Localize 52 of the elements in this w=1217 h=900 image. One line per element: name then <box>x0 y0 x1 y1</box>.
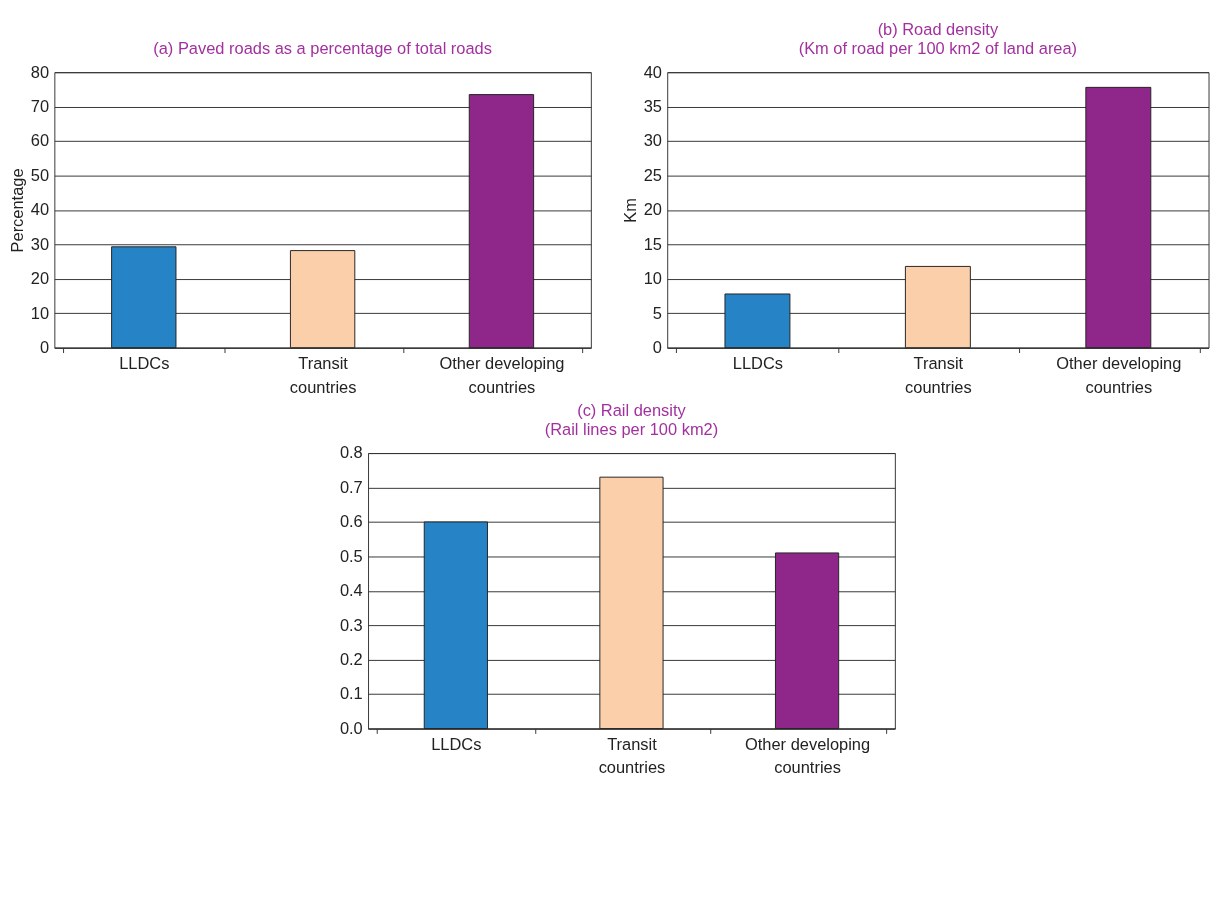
y-tick-label: 40 <box>30 200 50 219</box>
y-tick-label: 0.0 <box>339 718 363 737</box>
chart-subtitle: (Km of road per 100 km2 of land area) <box>798 38 1078 57</box>
x-tick-label: Other developing countries <box>745 735 871 777</box>
y-tick-label: 0.6 <box>339 512 363 531</box>
y-tick-label: 15 <box>643 234 662 253</box>
y-tick-label: 40 <box>643 62 662 81</box>
y-tick-label: 0.3 <box>339 615 363 634</box>
y-tick-label: 0 <box>39 338 50 357</box>
bar <box>289 250 356 349</box>
bar <box>468 94 535 349</box>
y-tick-label: 25 <box>643 165 662 184</box>
bar <box>904 265 971 349</box>
x-tick-label: Other developing countries <box>439 354 565 396</box>
y-tick-label: 30 <box>643 131 662 150</box>
x-tick-label: LLDCs <box>431 735 482 754</box>
y-tick-label: 60 <box>30 131 50 150</box>
y-tick-label: 30 <box>30 234 50 253</box>
bar <box>111 246 177 349</box>
x-tick-label: Transit countries <box>905 354 972 396</box>
y-tick-label: 20 <box>643 200 662 219</box>
y-tick-label: 35 <box>643 96 662 115</box>
y-tick-label: 0.7 <box>339 477 363 496</box>
y-tick-label: 70 <box>30 96 50 115</box>
chart-title: (b) Road density <box>877 20 999 39</box>
y-tick-label: 0 <box>652 338 662 357</box>
y-tick-label: 0.4 <box>339 581 363 600</box>
x-tick-label: LLDCs <box>732 354 784 373</box>
y-axis-title: Percentage <box>8 168 27 253</box>
y-tick-label: 0.5 <box>339 546 363 565</box>
bar <box>599 476 664 730</box>
y-tick-label: 5 <box>652 303 662 322</box>
chart-title: (c) Rail density <box>577 401 687 420</box>
chart-subtitle: (Rail lines per 100 km2) <box>544 419 719 438</box>
y-tick-label: 10 <box>643 269 662 288</box>
bar <box>423 521 488 730</box>
y-tick-label: 0.8 <box>339 443 363 462</box>
bar <box>774 552 840 730</box>
y-tick-label: 0.1 <box>339 684 363 703</box>
chart-title: (a) Paved roads as a percentage of total roads <box>153 38 492 57</box>
x-tick-label: Transit countries <box>289 354 357 396</box>
y-tick-label: 0.2 <box>339 650 363 668</box>
y-tick-label: 50 <box>30 165 50 184</box>
y-tick-label: 10 <box>30 303 50 322</box>
x-tick-label: Other developing countries <box>1056 354 1182 396</box>
y-axis-title: Km <box>620 198 639 223</box>
x-tick-label: Transit countries <box>598 735 666 777</box>
x-tick-label: LLDCs <box>119 354 170 373</box>
bar <box>724 293 791 349</box>
y-tick-label: 20 <box>30 269 50 288</box>
bar <box>1085 86 1152 349</box>
y-tick-label: 80 <box>30 62 50 81</box>
